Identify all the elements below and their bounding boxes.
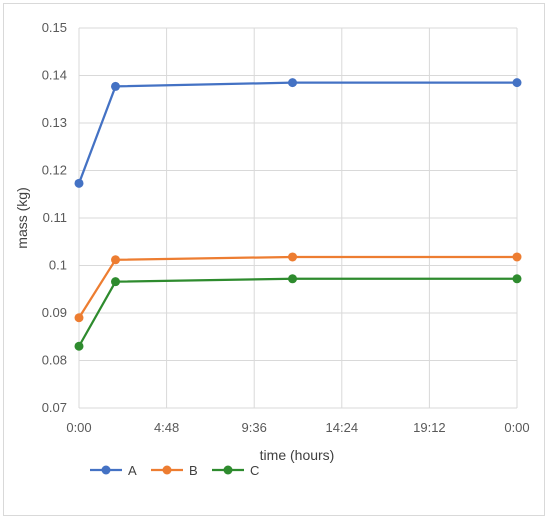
series-lines bbox=[74, 78, 522, 351]
y-axis-ticks: 0.07 0.08 0.09 0.1 0.11 0.12 0.13 0.14 0.15 bbox=[42, 20, 67, 415]
data-point-C bbox=[74, 341, 84, 351]
legend: A B C bbox=[90, 463, 259, 478]
legend-label: C bbox=[250, 463, 259, 478]
y-tick-label: 0.13 bbox=[42, 115, 67, 130]
x-axis-ticks: 0:00 4:48 9:36 14:24 19:12 0:00 bbox=[66, 420, 529, 435]
data-point-A bbox=[288, 78, 298, 88]
y-tick-label: 0.1 bbox=[49, 258, 67, 273]
x-tick-label: 19:12 bbox=[413, 420, 446, 435]
y-tick-label: 0.15 bbox=[42, 20, 67, 35]
data-point-B bbox=[111, 255, 120, 265]
x-axis-title: time (hours) bbox=[260, 447, 335, 463]
x-tick-label: 9:36 bbox=[242, 420, 267, 435]
data-point-C bbox=[111, 277, 120, 287]
chart-frame bbox=[3, 3, 545, 516]
legend-marker bbox=[223, 465, 233, 475]
legend-marker bbox=[162, 465, 172, 475]
series-line-C bbox=[78, 277, 517, 347]
y-axis-title: mass (kg) bbox=[14, 187, 30, 248]
data-point-A bbox=[111, 81, 120, 91]
series-line-B bbox=[78, 255, 517, 319]
y-tick-label: 0.07 bbox=[42, 400, 67, 415]
x-tick-label: 0:00 bbox=[66, 420, 91, 435]
legend-label: A bbox=[128, 463, 137, 478]
data-point-B bbox=[288, 252, 298, 262]
legend-marker bbox=[101, 465, 111, 475]
data-point-A bbox=[512, 78, 522, 88]
y-tick-label: 0.08 bbox=[42, 353, 67, 368]
data-point-B bbox=[74, 313, 84, 323]
series-line-A bbox=[77, 81, 517, 184]
data-point-C bbox=[512, 274, 522, 284]
y-tick-label: 0.12 bbox=[42, 163, 67, 178]
x-tick-label: 14:24 bbox=[326, 420, 359, 435]
gridlines bbox=[78, 27, 518, 409]
x-tick-label: 4:48 bbox=[154, 420, 179, 435]
x-tick-label: 0:00 bbox=[504, 420, 529, 435]
y-tick-label: 0.11 bbox=[43, 210, 67, 225]
data-point-B bbox=[512, 252, 522, 262]
y-tick-label: 0.14 bbox=[42, 68, 67, 83]
y-tick-label: 0.09 bbox=[42, 305, 67, 320]
data-point-C bbox=[288, 274, 298, 284]
data-point-A bbox=[74, 178, 84, 188]
legend-label: B bbox=[189, 463, 198, 478]
